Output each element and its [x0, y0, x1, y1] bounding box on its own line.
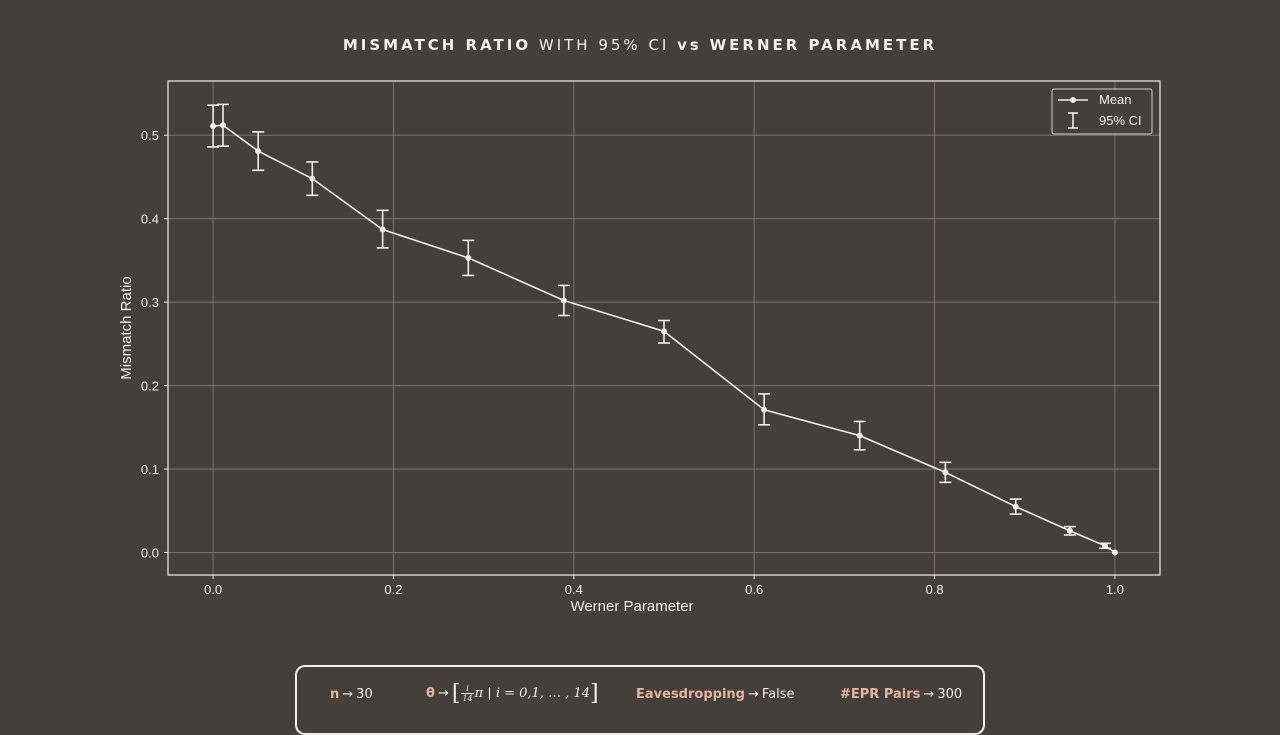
data-point [560, 297, 567, 304]
title-part-1: MISMATCH RATIO [342, 36, 532, 54]
arrow-icon: → [747, 687, 759, 702]
data-point [1012, 503, 1019, 510]
y-tick-label: 0.5 [141, 128, 159, 143]
arrow-icon: → [342, 687, 354, 702]
x-tick-label: 0.0 [204, 582, 222, 597]
plot-frame [167, 80, 1161, 576]
param-n-key: n [330, 687, 340, 702]
title-part-2: WITH 95% CI [538, 36, 670, 54]
param-epr-value: 300 [937, 687, 963, 702]
param-eaves-value: False [761, 687, 795, 702]
legend-marker-icon [1070, 97, 1076, 103]
y-tick-label: 0.0 [141, 545, 159, 560]
param-theta: θ →[i 14 π | i = 0,1, … , 14] [426, 681, 599, 706]
data-point [761, 406, 768, 413]
param-n: n → 30 [330, 687, 373, 702]
legend-label: Mean [1099, 92, 1132, 107]
data-point [1111, 549, 1118, 556]
arrow-icon: → [437, 686, 449, 701]
param-theta-key: θ [426, 686, 435, 701]
data-point [1066, 527, 1073, 534]
param-n-value: 30 [356, 687, 373, 702]
x-tick-label: 1.0 [1106, 582, 1124, 597]
x-tick-label: 0.2 [384, 582, 402, 597]
data-point [1101, 542, 1108, 549]
y-axis-label: Mismatch Ratio [118, 276, 135, 379]
parameters-box: n → 30 θ →[i 14 π | i = 0,1, … , 14] Eavesdro… [295, 665, 985, 735]
chart-svg: 0.0 0.2 0.4 0.6 0.8 1.0 0.0 0.1 0.2 0.3 0.4 0.5 Wern… [118, 80, 1161, 615]
param-theta-value: [i 14 π | i = 0,1, … , 14] [451, 681, 599, 706]
chart-title: MISMATCH RATIO WITH 95% CI vs WERNER PAR… [0, 36, 1280, 54]
data-point [210, 123, 217, 130]
data-point [309, 175, 316, 182]
y-tick-label: 0.4 [141, 212, 159, 227]
data-point [255, 148, 262, 155]
arrow-icon: → [923, 687, 935, 702]
data-point [379, 226, 386, 233]
x-tick-label: 0.8 [926, 582, 944, 597]
title-part-4: WERNER PARAMETER [709, 36, 938, 54]
param-eaves-key: Eavesdropping [636, 687, 745, 702]
x-tick-label: 0.4 [565, 582, 583, 597]
y-tick-label: 0.3 [141, 295, 159, 310]
data-point [465, 254, 472, 261]
y-tick-label: 0.2 [141, 379, 159, 394]
param-eavesdropping: Eavesdropping → False [636, 687, 795, 702]
title-part-3: vs [677, 36, 702, 54]
data-point [856, 432, 863, 439]
param-epr-key: #EPR Pairs [840, 687, 921, 702]
theta-fraction: i 14 [461, 684, 474, 703]
y-tick-label: 0.1 [141, 462, 159, 477]
data-point [942, 469, 949, 476]
x-axis-label: Werner Parameter [570, 598, 693, 615]
x-tick-label: 0.6 [745, 582, 763, 597]
data-point [661, 328, 667, 335]
legend-label: 95% CI [1099, 113, 1142, 128]
data-point [220, 122, 227, 129]
param-epr-pairs: #EPR Pairs → 300 [840, 687, 962, 702]
